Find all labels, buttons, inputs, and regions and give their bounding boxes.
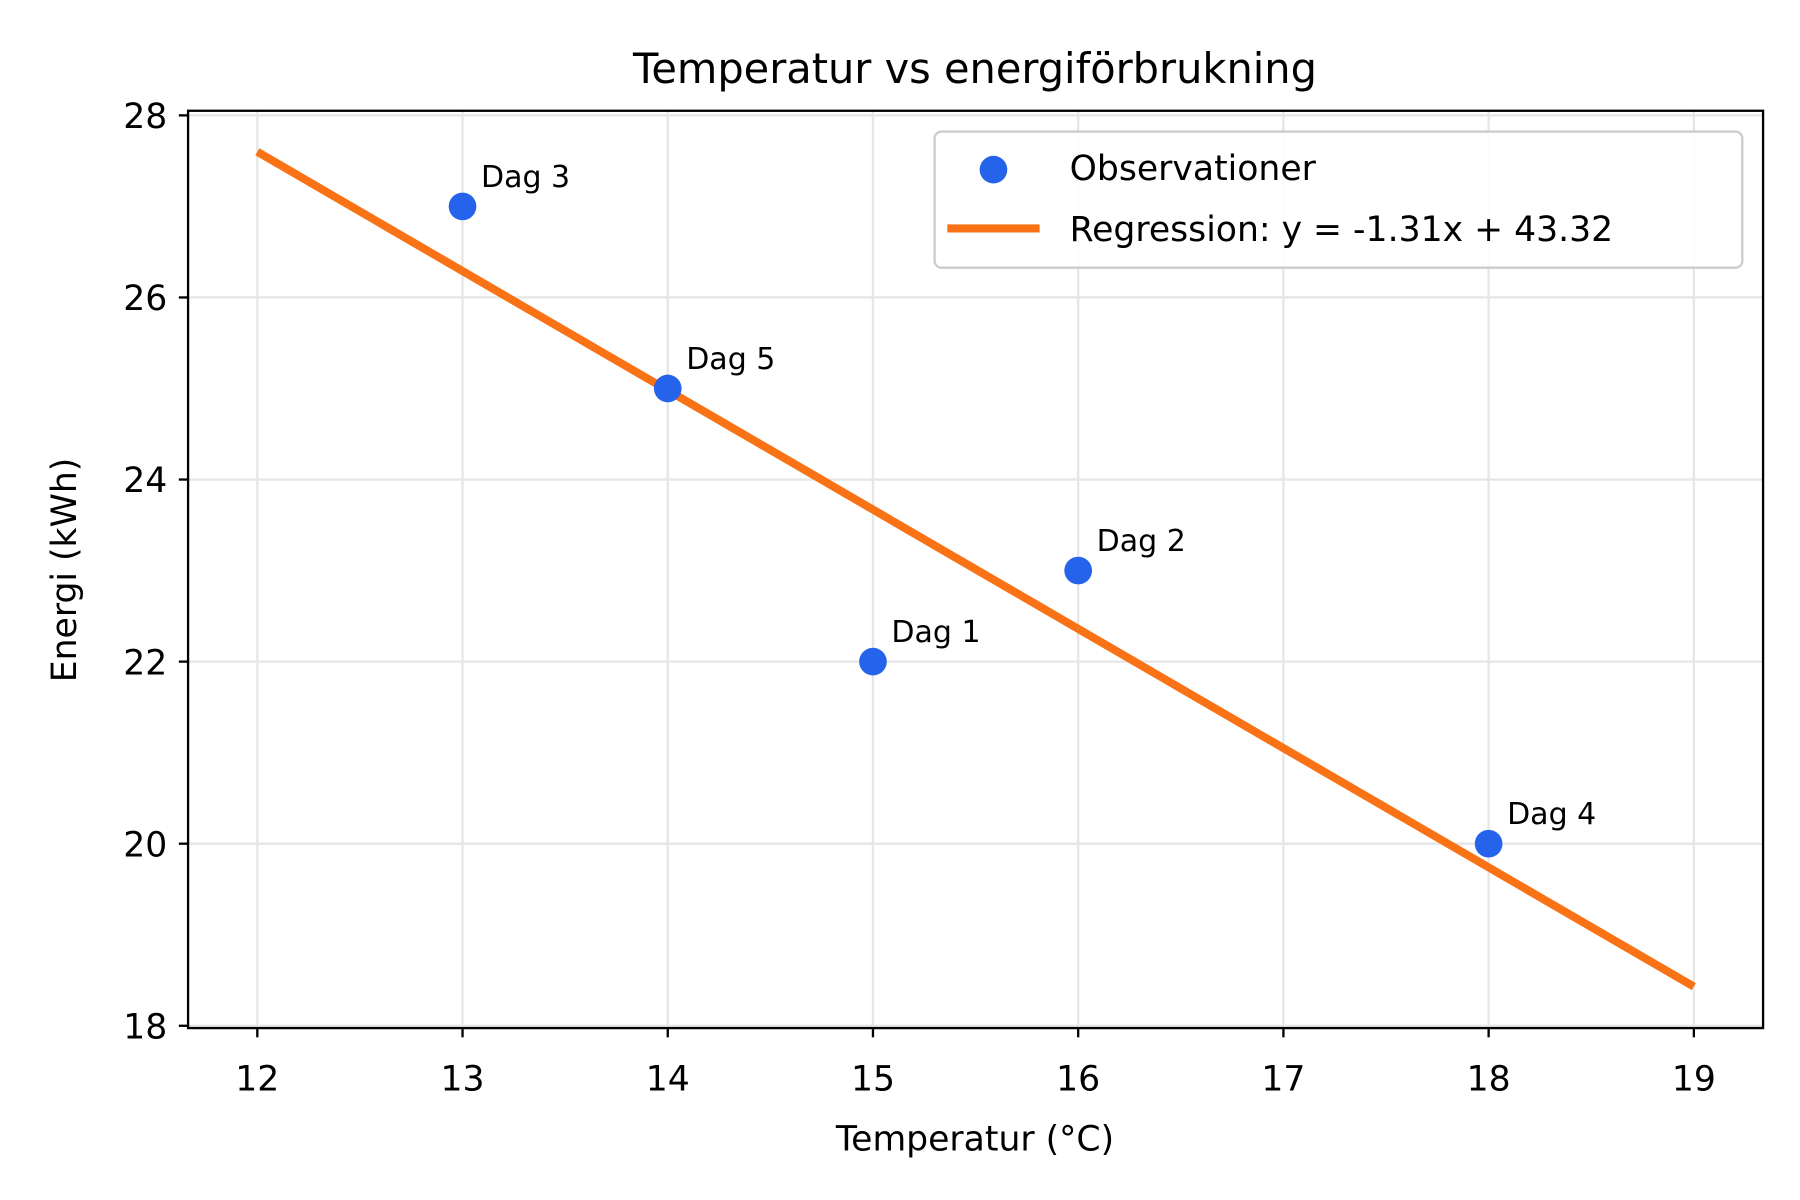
y-tick-label: 20	[123, 825, 167, 865]
x-tick-label: 19	[1672, 1059, 1716, 1099]
x-tick-label: 18	[1467, 1059, 1511, 1099]
y-axis-label: Energi (kWh)	[45, 458, 85, 683]
data-point	[1474, 829, 1503, 858]
x-tick-label: 14	[646, 1059, 690, 1099]
plot-frame	[186, 109, 1765, 1030]
x-tick-label: 13	[441, 1059, 485, 1099]
x-tick-label: 12	[235, 1059, 279, 1099]
y-tick-label: 28	[123, 97, 167, 137]
marks: Dag 1 Dag 2 Dag 3 Dag 4 Dag 5	[255, 148, 1696, 991]
point-label: Dag 3	[481, 160, 570, 195]
data-point	[859, 647, 887, 676]
point-label: Dag 1	[891, 615, 980, 650]
legend-marker-observationer	[979, 155, 1008, 184]
ticks: 12 13 14 15 16 17 18 19 18 20 22 24 26 28	[123, 97, 1716, 1099]
y-tick-label: 18	[123, 1007, 167, 1047]
y-tick-label: 26	[123, 279, 167, 319]
y-tick-label: 22	[123, 643, 167, 683]
point-label: Dag 4	[1507, 797, 1596, 832]
x-tick-label: 16	[1056, 1059, 1100, 1099]
x-tick-label: 15	[851, 1059, 895, 1099]
data-point	[653, 374, 682, 403]
x-axis-label: Temperatur (°C)	[835, 1119, 1114, 1159]
x-tick-label: 17	[1261, 1059, 1305, 1099]
data-point	[1064, 556, 1093, 585]
regression-line	[255, 148, 1696, 991]
legend-label-observationer: Observationer	[1070, 149, 1317, 189]
data-point	[448, 192, 477, 221]
legend-box	[933, 130, 1744, 269]
chart-title: Temperatur vs energiförbrukning	[632, 44, 1317, 93]
y-tick-label: 24	[123, 461, 167, 501]
point-label: Dag 5	[686, 342, 775, 377]
legend: Observationer Regression: y = -1.31x + 4…	[933, 130, 1744, 269]
legend-label-regression: Regression: y = -1.31x + 43.32	[1070, 210, 1614, 250]
point-label: Dag 2	[1097, 524, 1186, 559]
